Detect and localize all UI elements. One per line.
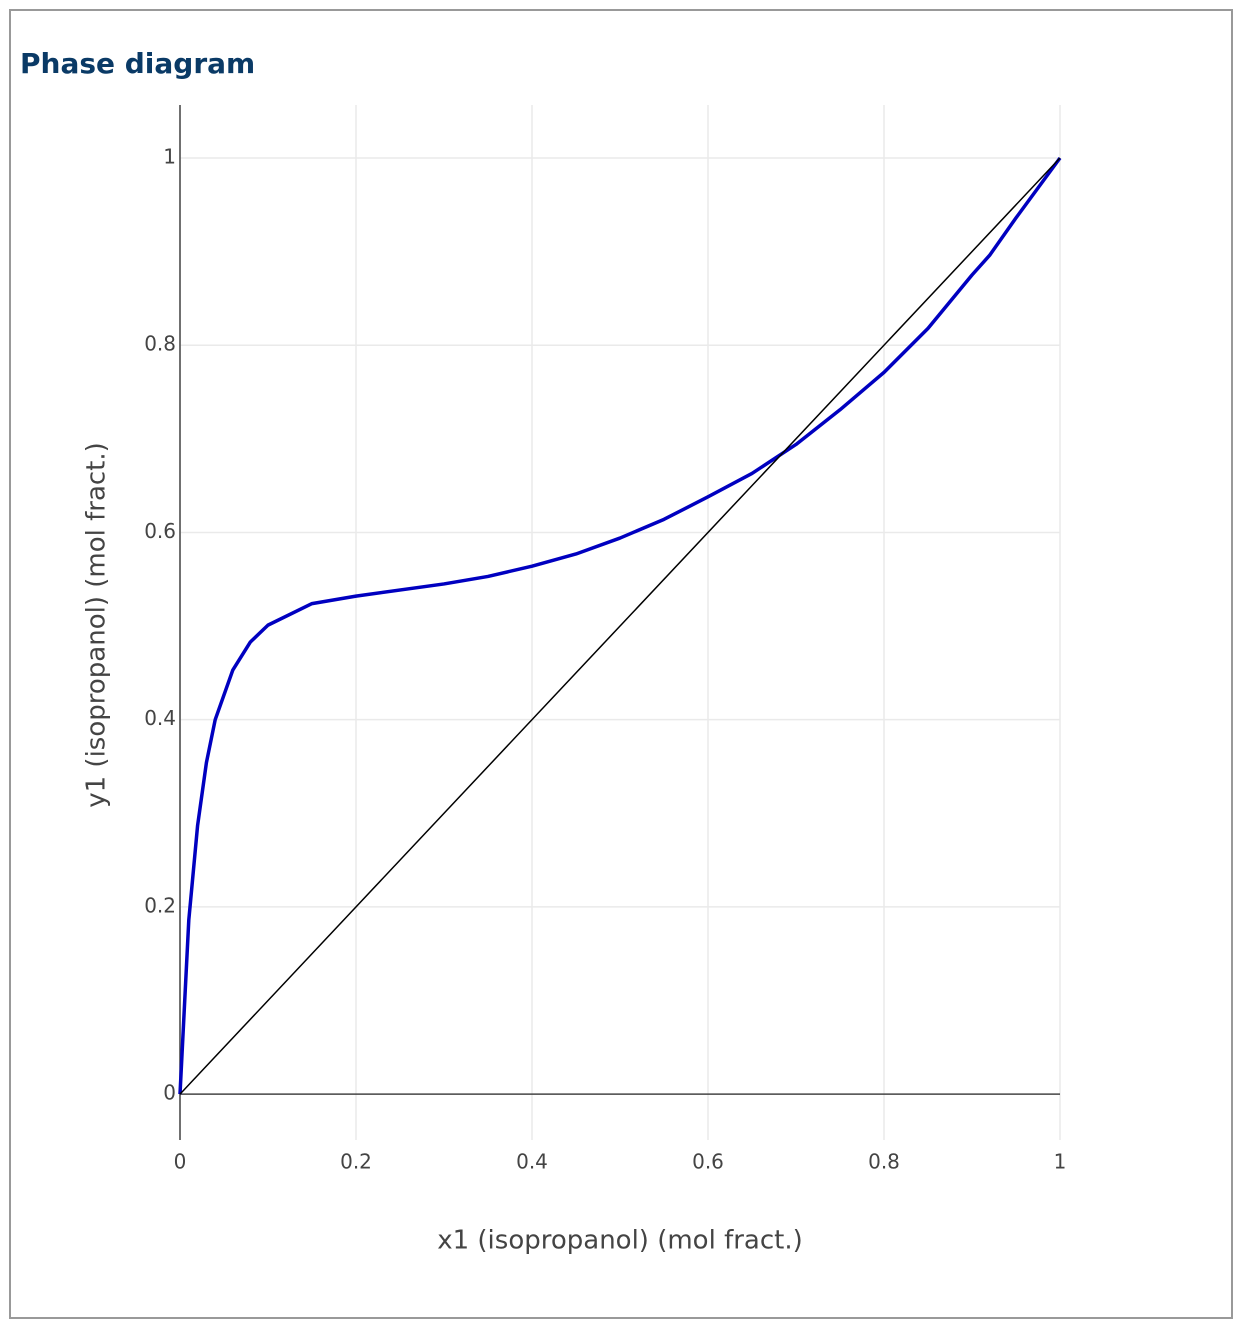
x-tick-label: 0.4 <box>516 1150 548 1174</box>
series-line <box>179 157 1061 1095</box>
y-tick-label: 0.2 <box>144 893 176 917</box>
x-tick-label: 0 <box>174 1150 187 1174</box>
y-tick-label: 0.4 <box>144 706 176 730</box>
chart-title: Phase diagram <box>20 47 255 80</box>
y-tick-label: 0.6 <box>144 519 176 543</box>
x-tick-label: 0.2 <box>340 1150 372 1174</box>
y-tick-label: 0 <box>163 1081 176 1105</box>
y-tick-label: 0.8 <box>144 332 176 356</box>
frame <box>9 9 1233 1319</box>
x-tick-label: 0.8 <box>868 1150 900 1174</box>
x-tick-label: 0.6 <box>692 1150 724 1174</box>
y-tick-label: 1 <box>163 144 176 168</box>
y-axis-title: y1 (isopropanol) (mol fract.) <box>82 442 112 808</box>
series-line <box>178 156 1062 1095</box>
x-tick-label: 1 <box>1054 1150 1067 1174</box>
x-axis-title: x1 (isopropanol) (mol fract.) <box>437 1226 803 1256</box>
